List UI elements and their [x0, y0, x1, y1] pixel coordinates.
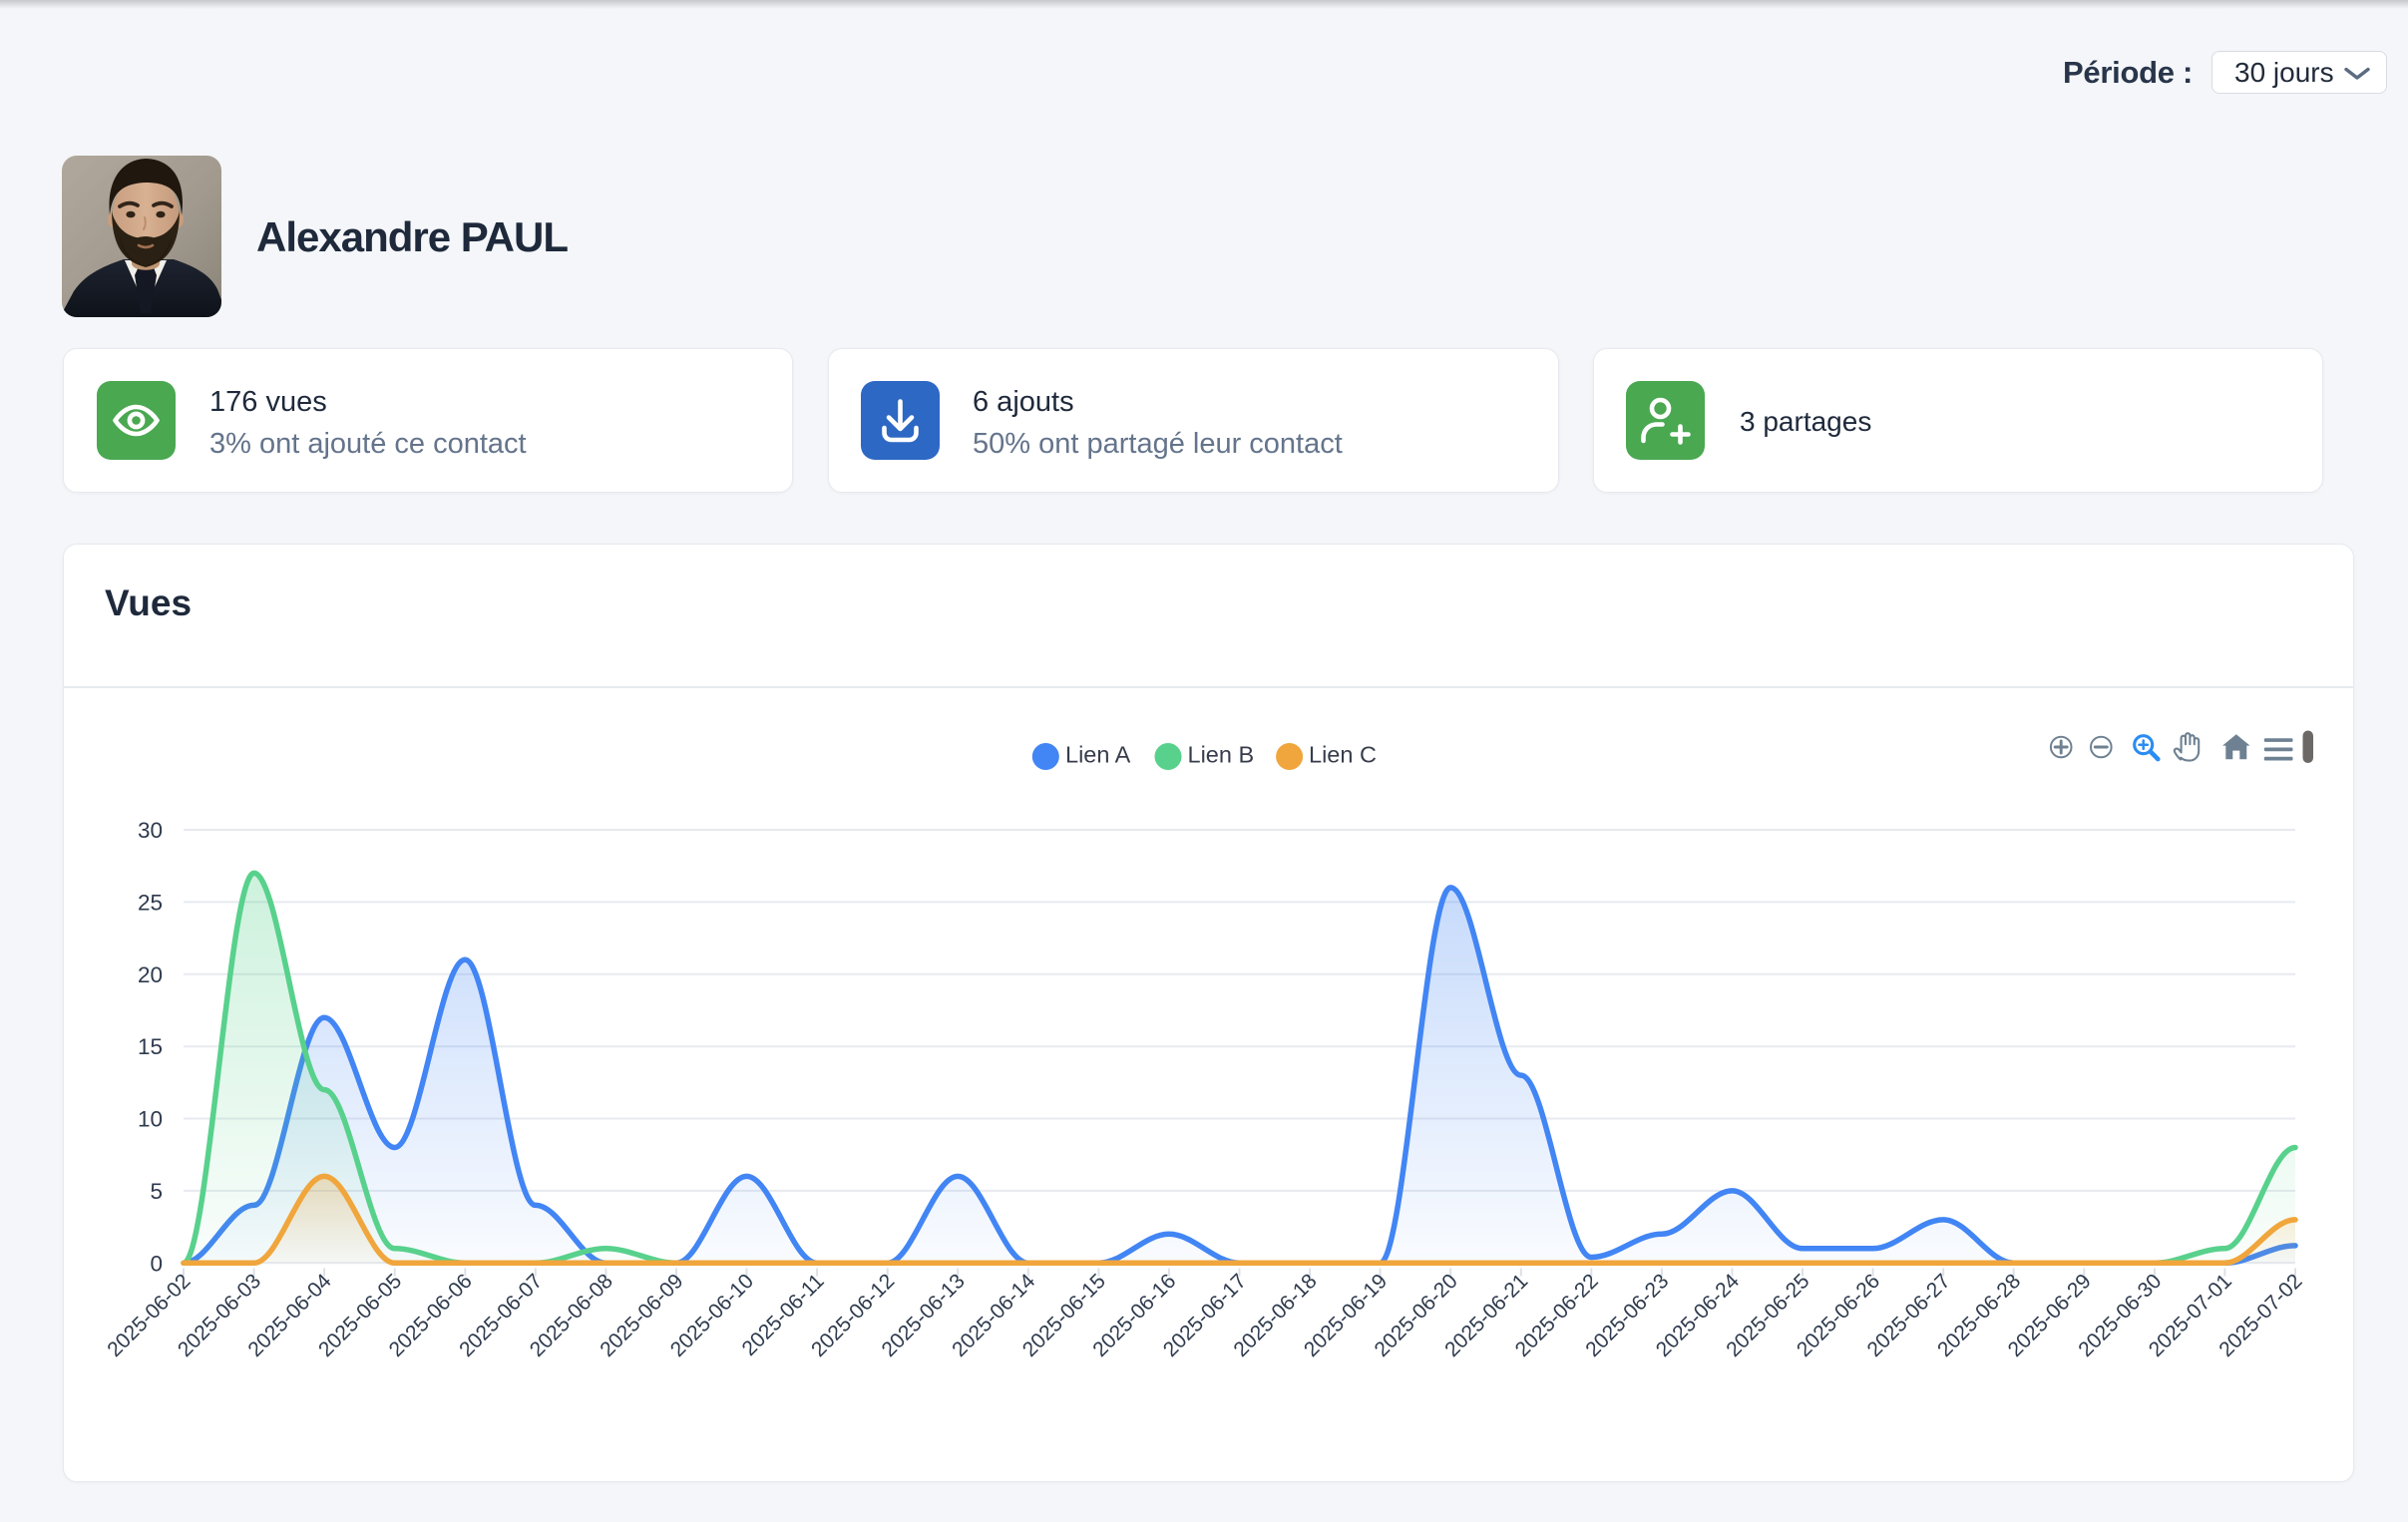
svg-text:10: 10	[138, 1107, 163, 1132]
svg-text:Lien B: Lien B	[1188, 742, 1255, 768]
svg-text:Lien A: Lien A	[1065, 742, 1131, 768]
svg-text:20: 20	[138, 962, 163, 987]
svg-text:25: 25	[138, 890, 163, 915]
svg-text:5: 5	[150, 1179, 163, 1204]
svg-text:Lien C: Lien C	[1309, 742, 1377, 768]
svg-text:0: 0	[150, 1251, 163, 1276]
svg-text:15: 15	[138, 1034, 163, 1059]
svg-text:30: 30	[138, 818, 163, 843]
